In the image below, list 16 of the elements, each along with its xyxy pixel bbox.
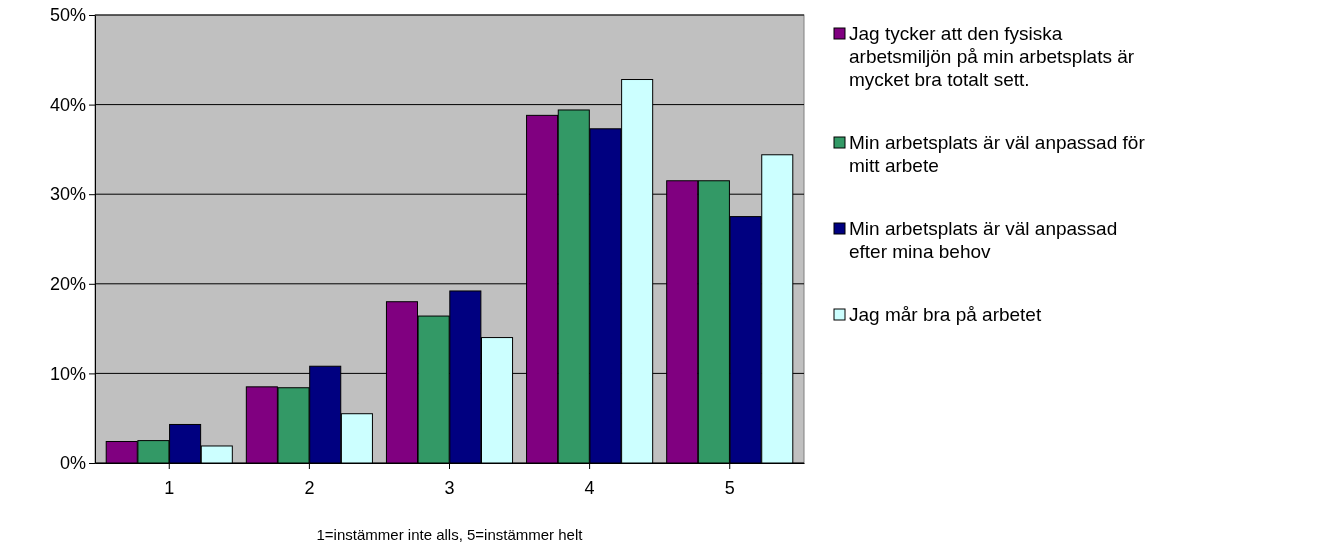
x-tick-label: 4 bbox=[584, 477, 595, 498]
x-tick-label: 2 bbox=[304, 477, 315, 498]
legend-label: Jag tycker att den fysiska arbetsmiljön på min arbetsplats är mycket bra totalt sett. bbox=[849, 23, 1135, 90]
y-tick-label: 30% bbox=[49, 184, 86, 205]
x-tick-label: 1 bbox=[164, 477, 175, 498]
y-tick-label: 0% bbox=[59, 453, 86, 474]
x-tick-label: 5 bbox=[724, 477, 735, 498]
y-tick-label: 40% bbox=[49, 94, 86, 115]
legend-label: Min arbetsplats är väl anpassad efter mina behov bbox=[849, 218, 1118, 262]
legend-label: Min arbetsplats är väl anpassad för mitt arbete bbox=[849, 132, 1146, 176]
legend-label: Jag mår bra på arbetet bbox=[849, 304, 1042, 325]
x-tick-label: 3 bbox=[444, 477, 455, 498]
x-axis-title: 1=instämmer inte alls, 5=instämmer helt bbox=[316, 526, 584, 543]
y-tick-label: 10% bbox=[49, 363, 86, 384]
y-tick-label: 50% bbox=[49, 5, 86, 26]
y-tick-label: 20% bbox=[49, 274, 86, 295]
